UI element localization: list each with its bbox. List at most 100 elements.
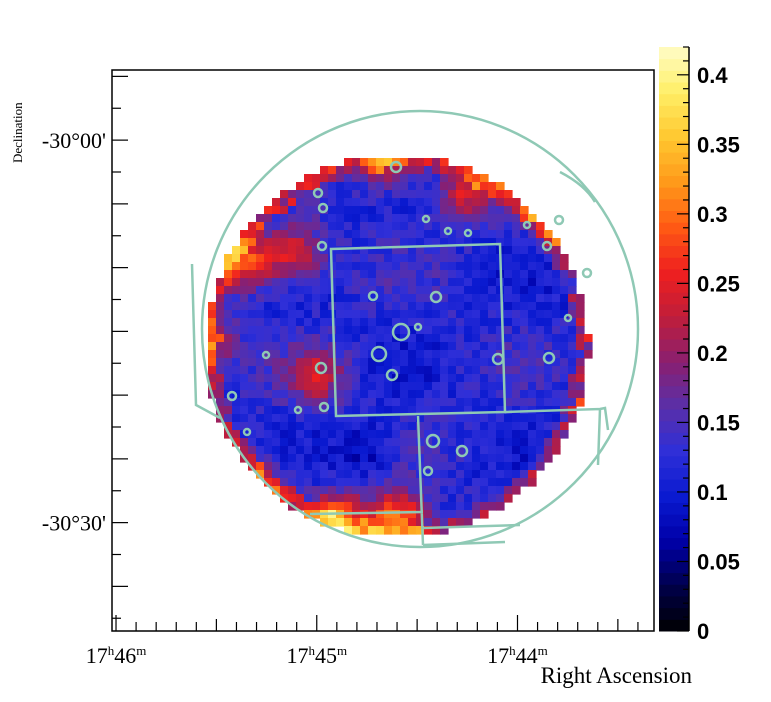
- heatmap-cell: [544, 374, 553, 383]
- heatmap-cell: [416, 182, 425, 191]
- heatmap-cell: [528, 454, 537, 463]
- heatmap-cell: [344, 206, 353, 215]
- heatmap-cell: [256, 246, 265, 255]
- heatmap-cell: [336, 398, 345, 407]
- heatmap-cell: [336, 278, 345, 287]
- heatmap-cell: [456, 470, 465, 479]
- colorbar-segment: [659, 374, 689, 387]
- heatmap-cell: [328, 406, 337, 415]
- heatmap-cell: [304, 190, 313, 199]
- heatmap-cell: [312, 238, 321, 247]
- heatmap-cell: [576, 302, 585, 311]
- heatmap-cell: [216, 390, 225, 399]
- heatmap-cell: [432, 446, 441, 455]
- heatmap-cell: [408, 262, 417, 271]
- heatmap-cell: [312, 422, 321, 431]
- heatmap-cell: [248, 230, 257, 239]
- heatmap-cell: [448, 478, 457, 487]
- heatmap-cell: [320, 230, 329, 239]
- heatmap-cell: [312, 494, 321, 503]
- heatmap-cell: [360, 470, 369, 479]
- heatmap-cell: [504, 350, 513, 359]
- heatmap-cell: [376, 470, 385, 479]
- heatmap-cell: [528, 270, 537, 279]
- heatmap-cell: [480, 462, 489, 471]
- heatmap-cell: [232, 406, 241, 415]
- heatmap-cell: [480, 294, 489, 303]
- heatmap-cell: [248, 302, 257, 311]
- heatmap-cell: [328, 462, 337, 471]
- heatmap-cell: [408, 278, 417, 287]
- heatmap-cell: [528, 414, 537, 423]
- heatmap-cell: [304, 222, 313, 231]
- heatmap-cell: [528, 238, 537, 247]
- heatmap-cell: [488, 318, 497, 327]
- heatmap-cell: [256, 262, 265, 271]
- heatmap-cell: [528, 374, 537, 383]
- heatmap-cell: [304, 494, 313, 503]
- heatmap-cell: [376, 262, 385, 271]
- heatmap-cell: [344, 486, 353, 495]
- heatmap-cell: [520, 294, 529, 303]
- colorbar-segment: [659, 198, 689, 212]
- heatmap-cell: [424, 350, 433, 359]
- heatmap-cell: [496, 502, 505, 511]
- heatmap-cell: [488, 262, 497, 271]
- heatmap-cell: [568, 350, 577, 359]
- heatmap-cell: [344, 318, 353, 327]
- heatmap-cell: [448, 254, 457, 263]
- heatmap-cell: [304, 254, 313, 263]
- heatmap-cell: [208, 350, 217, 359]
- colorbar-segment: [659, 303, 689, 317]
- heatmap-cell: [376, 422, 385, 431]
- heatmap-cell: [456, 510, 465, 519]
- heatmap-cell: [384, 526, 393, 535]
- heatmap-cell: [320, 430, 329, 439]
- heatmap-cell: [456, 230, 465, 239]
- heatmap-cell: [536, 422, 545, 431]
- heatmap-cell: [576, 366, 585, 375]
- heatmap-cell: [216, 278, 225, 287]
- heatmap-cell: [544, 366, 553, 375]
- colorbar-segment: [659, 47, 689, 60]
- colorbar-segment: [659, 584, 689, 597]
- heatmap-cell: [512, 374, 521, 383]
- heatmap-cell: [568, 278, 577, 287]
- heatmap-cell: [560, 254, 569, 263]
- heatmap-cell: [480, 206, 489, 215]
- heatmap-cell: [272, 438, 281, 447]
- heatmap-cell: [272, 326, 281, 335]
- heatmap-cell: [328, 398, 337, 407]
- source-contour: [317, 202, 329, 214]
- heatmap-cell: [312, 278, 321, 287]
- x-axis-label: Right Ascension: [541, 663, 693, 688]
- heatmap-cell: [408, 270, 417, 279]
- heatmap-cell: [352, 222, 361, 231]
- heatmap-cell: [432, 430, 441, 439]
- colorbar-segment: [659, 315, 689, 328]
- heatmap-cell: [440, 414, 449, 423]
- heatmap-cell: [520, 430, 529, 439]
- heatmap-cell: [304, 246, 313, 255]
- heatmap-cell: [440, 286, 449, 295]
- heatmap-cell: [448, 406, 457, 415]
- heatmap-cell: [488, 190, 497, 199]
- heatmap-cell: [528, 438, 537, 447]
- heatmap-cell: [520, 318, 529, 327]
- heatmap-cell: [560, 366, 569, 375]
- heatmap-cell: [232, 278, 241, 287]
- heatmap-cell: [416, 158, 425, 167]
- heatmap-cell: [344, 262, 353, 271]
- heatmap-cell: [384, 350, 393, 359]
- heatmap-cell: [208, 366, 217, 375]
- heatmap-cell: [440, 302, 449, 311]
- heatmap-cell: [304, 366, 313, 375]
- heatmap-cell: [264, 254, 273, 263]
- heatmap-cell: [392, 518, 401, 527]
- heatmap-cell: [432, 254, 441, 263]
- heatmap-cell: [400, 526, 409, 535]
- heatmap-cell: [328, 438, 337, 447]
- heatmap-cell: [224, 334, 233, 343]
- heatmap-cell: [472, 214, 481, 223]
- heatmap-cell: [232, 270, 241, 279]
